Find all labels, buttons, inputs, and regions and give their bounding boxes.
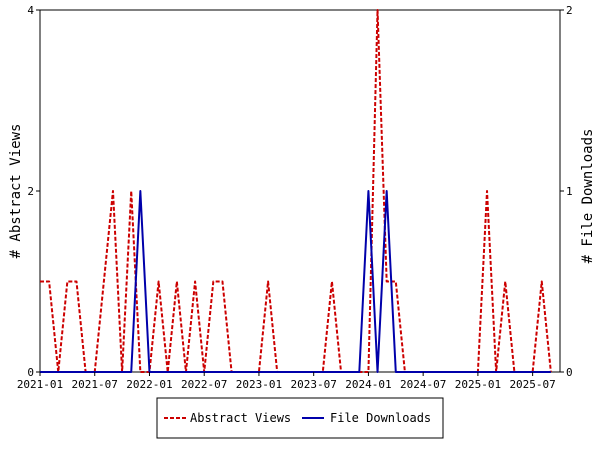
x-axis: 2021-01 2021-07 2022-01 2022-07 2023-01 2023-… bbox=[17, 372, 556, 391]
plot-frame bbox=[39, 9, 561, 373]
x-tick-label-2025-01: 2025-01 bbox=[455, 378, 501, 391]
x-tick-label-2025-07: 2025-07 bbox=[509, 378, 555, 391]
x-tick-label-2024-01: 2024-01 bbox=[345, 378, 391, 391]
x-tick-label-2022-07: 2022-07 bbox=[181, 378, 227, 391]
x-tick-label-2021-07: 2021-07 bbox=[72, 378, 118, 391]
legend: Abstract Views File Downloads bbox=[156, 397, 444, 439]
series-line-abstract-views bbox=[40, 9, 552, 373]
y-left-tick-label-4: 4 bbox=[27, 4, 34, 17]
x-tick-label-2022-01: 2022-01 bbox=[126, 378, 172, 391]
y-left-tick-label-0: 0 bbox=[27, 366, 34, 379]
x-tick-label-2024-07: 2024-07 bbox=[400, 378, 446, 391]
y-axis-right: 0 1 2 bbox=[560, 4, 573, 379]
y-right-tick-label-0: 0 bbox=[566, 366, 573, 379]
y-axis-left: 0 2 4 bbox=[27, 4, 40, 379]
series-layer bbox=[40, 9, 552, 373]
legend-label-abstract-views: Abstract Views bbox=[190, 411, 291, 425]
y-axis-right-title: # File Downloads bbox=[580, 129, 596, 264]
legend-box bbox=[156, 397, 444, 439]
legend-label-file-downloads: File Downloads bbox=[330, 411, 431, 425]
y-right-tick-label-1: 1 bbox=[566, 185, 573, 198]
x-tick-label-2021-01: 2021-01 bbox=[17, 378, 63, 391]
y-right-tick-label-2: 2 bbox=[566, 4, 573, 17]
series-line-file-downloads bbox=[40, 190, 551, 373]
y-axis-left-title: # Abstract Views bbox=[8, 124, 24, 259]
y-left-tick-label-2: 2 bbox=[27, 185, 34, 198]
x-tick-label-2023-01: 2023-01 bbox=[236, 378, 282, 391]
x-tick-label-2023-07: 2023-07 bbox=[291, 378, 337, 391]
